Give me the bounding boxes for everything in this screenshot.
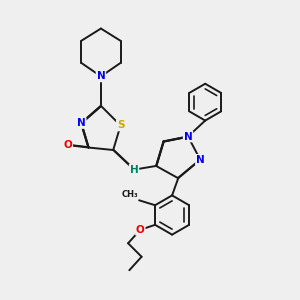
Text: N: N	[97, 71, 105, 81]
Text: O: O	[63, 140, 72, 150]
Text: H: H	[130, 165, 138, 175]
Text: O: O	[136, 225, 145, 235]
Text: N: N	[184, 131, 192, 142]
Text: S: S	[117, 121, 124, 130]
Text: N: N	[77, 118, 86, 128]
Text: N: N	[196, 155, 205, 165]
Text: CH₃: CH₃	[121, 190, 138, 199]
